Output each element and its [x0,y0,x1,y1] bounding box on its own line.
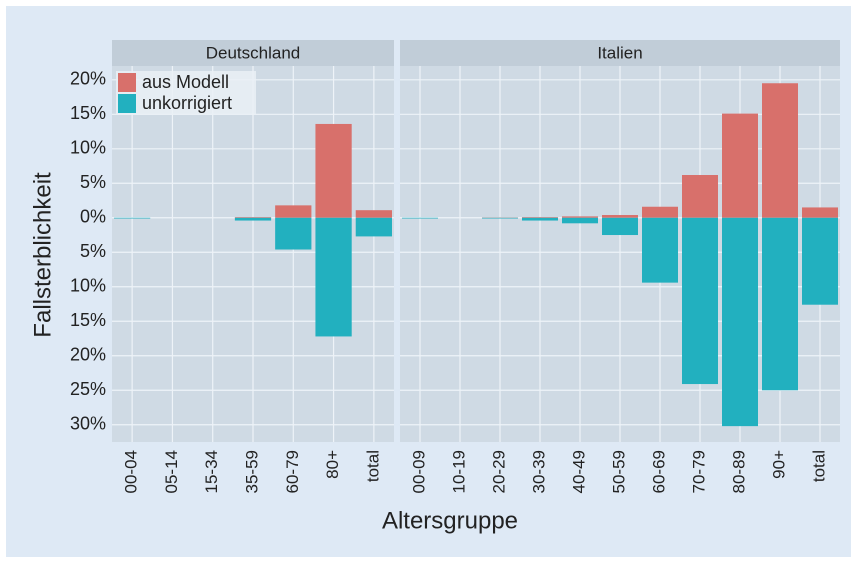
strip [400,40,840,66]
x-axis-label: Altersgruppe [382,507,518,534]
y-tick-label: 30% [70,414,106,434]
bar [802,207,838,218]
y-tick-label: 20% [70,69,106,89]
strip [112,40,394,66]
x-tick-label: 80+ [323,450,342,479]
y-tick-label: 10% [70,276,106,296]
x-tick-label: 10-19 [449,450,468,493]
bar [275,217,312,250]
bar [355,217,392,237]
bar [642,217,678,283]
bar [315,217,352,337]
bar [602,215,638,218]
bar [355,210,392,218]
bar [275,205,312,218]
x-tick-label: 80-89 [729,450,748,493]
bar [762,83,798,218]
bar [522,217,558,218]
bar [682,175,718,218]
x-tick-label: total [809,450,828,482]
bar [602,217,638,236]
x-tick-label: 00-04 [122,450,141,493]
y-tick-label: 15% [70,103,106,123]
bar [234,217,272,218]
legend-key [118,94,136,113]
y-tick-label: 10% [70,138,106,158]
legend [116,71,256,115]
bar [315,123,352,218]
x-tick-label: 20-29 [489,450,508,493]
x-tick-label: 35-59 [242,450,261,493]
y-axis-label: Fallsterblichkeit [29,172,56,338]
legend-key [118,73,136,92]
x-tick-label: 40-49 [569,450,588,493]
bar [522,217,558,221]
x-tick-label: total [363,450,382,482]
x-tick-label: 15-34 [202,450,221,493]
bar [562,216,598,218]
x-tick-label: 00-09 [409,450,428,493]
x-tick-label: 90+ [769,450,788,479]
bar [402,217,438,219]
bar [482,217,518,219]
strip-title: Italien [597,43,642,62]
bar [642,206,678,218]
bar [802,217,838,305]
y-tick-label: 0% [80,207,106,227]
y-tick-label: 20% [70,345,106,365]
y-tick-label: 5% [80,172,106,192]
legend-label: unkorrigiert [142,93,232,113]
x-tick-label: 60-69 [649,450,668,493]
x-tick-label: 05-14 [162,450,181,493]
x-tick-label: 30-39 [529,450,548,493]
bar [722,217,758,427]
x-tick-label: 60-79 [283,450,302,493]
bar [722,113,758,218]
bar [234,217,272,221]
bar [682,217,718,385]
strip-title: Deutschland [206,43,301,62]
bar [562,217,598,224]
y-tick-label: 25% [70,379,106,399]
y-tick-label: 5% [80,241,106,261]
legend-label: aus Modell [142,72,229,92]
x-tick-label: 70-79 [689,450,708,493]
y-tick-label: 15% [70,310,106,330]
x-tick-label: 50-59 [609,450,628,493]
bar [114,217,151,219]
bar [762,217,798,391]
